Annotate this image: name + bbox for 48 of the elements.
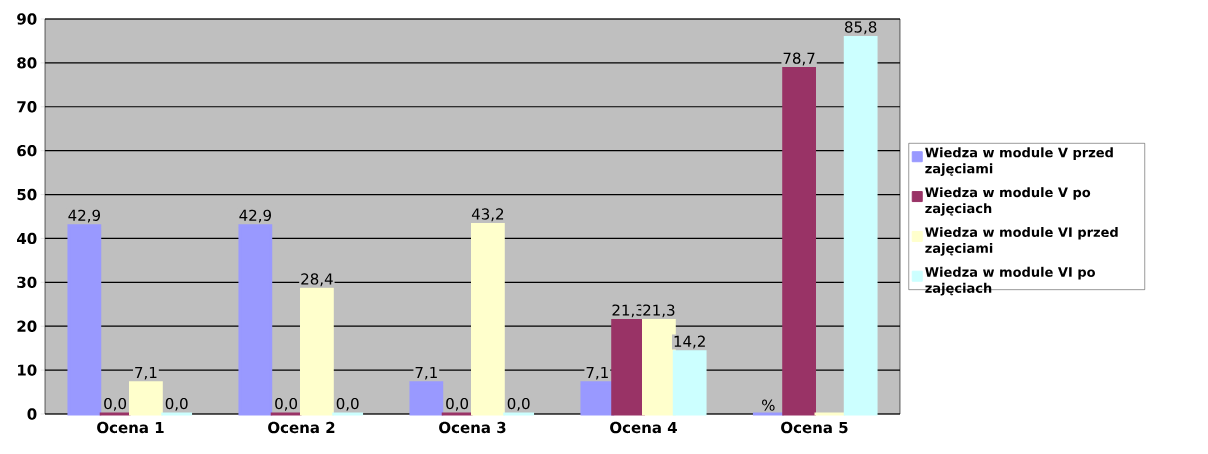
data-label: % [762,399,775,411]
bar [611,319,645,416]
data-label: 0,0 [336,397,359,411]
bar [672,350,707,416]
y-tick-label: 30 [17,276,37,288]
bar [300,287,334,416]
data-label: 7,1 [135,366,157,380]
data-label: 0,0 [275,397,298,411]
data-label: 7,1 [586,366,608,380]
data-label: 43,2 [471,208,504,222]
y-tick-label: 90 [17,13,37,25]
x-tick-label: Ocena 2 [268,421,335,434]
bar [782,67,816,416]
data-label: 7,1 [415,366,437,380]
x-tick-label: Ocena 5 [781,421,848,434]
legend-label: Wiedza w module V po zajęciach [925,187,1091,216]
data-label: 0,0 [104,397,127,411]
bar [67,224,102,416]
y-tick-label: 40 [17,232,37,245]
x-tick-label: Ocena 1 [97,421,164,434]
legend-label: Wiedza w module VI przed zajęciami [925,226,1118,256]
bar [238,224,273,416]
data-label: 78,7 [783,52,815,66]
y-tick-label: 0 [27,408,37,420]
data-label: 42,9 [239,209,271,223]
data-label: 42,9 [68,209,100,223]
data-label: 14,2 [674,335,705,349]
y-tick-label: 60 [17,144,37,157]
data-label: 0,0 [446,397,469,411]
data-label: 85,8 [844,21,877,35]
data-label: 28,4 [301,273,333,287]
y-tick-label: 70 [17,101,37,113]
y-tick-label: 20 [17,320,37,332]
bar [843,35,878,416]
y-tick-label: 50 [17,188,37,201]
bar [129,381,163,416]
bar [471,222,505,416]
data-label: 0,0 [165,397,188,411]
legend-label: Wiedza w module VI po zajęciach [925,266,1095,296]
data-label: 21,3 [643,304,675,318]
y-tick-label: 80 [17,57,37,69]
x-tick-label: Ocena 3 [439,421,506,434]
x-tick-label: Ocena 4 [610,421,677,434]
y-tick-label: 10 [18,364,37,376]
data-label: 0,0 [507,397,530,411]
bar [642,319,676,416]
legend-label: Wiedza w module V przed zajęciami [925,147,1113,176]
bar [409,381,444,416]
